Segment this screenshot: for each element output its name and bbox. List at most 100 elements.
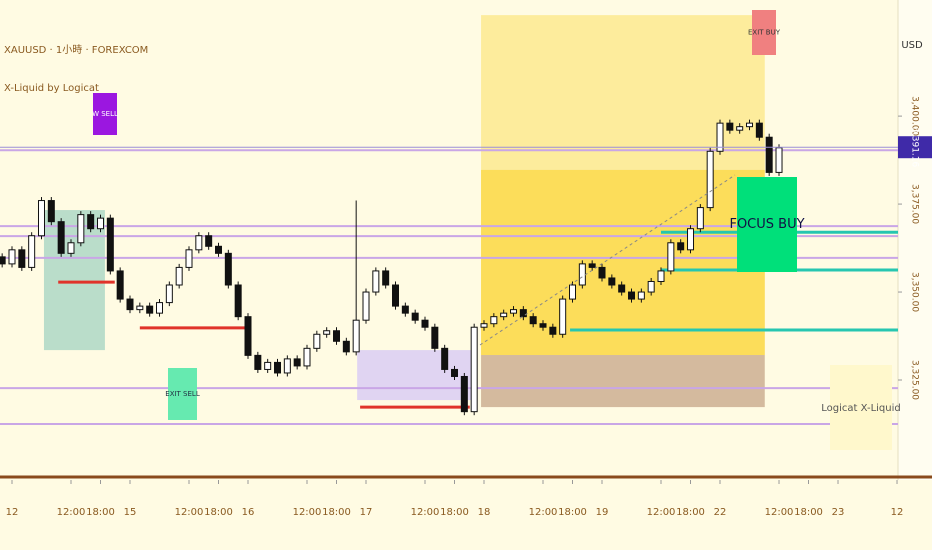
candle-body <box>431 326 439 349</box>
candle-body <box>116 270 124 300</box>
candle-body <box>746 122 754 128</box>
x-tick-label: 17 <box>360 507 373 518</box>
indicator-name: X-Liquid by Logicat <box>4 83 99 94</box>
candle-body <box>578 263 586 286</box>
x-tick-label: 18 <box>478 507 491 518</box>
signal-label: EXIT SELL <box>165 390 200 398</box>
candle-body <box>274 361 282 374</box>
x-tick-label: 18:00 <box>86 507 115 518</box>
candle-body <box>549 326 557 335</box>
x-tick-label: 15 <box>124 507 137 518</box>
candle-body <box>677 242 685 251</box>
candle-body <box>628 291 636 300</box>
price-axis-bg <box>898 0 932 480</box>
candle-body <box>569 284 577 300</box>
x-tick-label: 22 <box>714 507 727 518</box>
candle-body <box>87 214 95 230</box>
candle-body <box>608 277 616 286</box>
candle-body <box>67 242 75 254</box>
x-tick-label: 12:00 <box>57 507 86 518</box>
candle-body <box>254 354 262 370</box>
candle-body <box>293 358 301 367</box>
candle-body <box>106 217 114 272</box>
x-tick-label: 23 <box>832 507 845 518</box>
symbol: XAUUSD · 1小時 · FOREXCOM <box>4 44 148 56</box>
last-price-box <box>898 136 932 159</box>
candle-body <box>598 266 606 279</box>
candle-body <box>667 242 675 272</box>
candle-body <box>765 136 773 173</box>
candle-body <box>175 266 183 286</box>
x-tick-label: 12:00 <box>647 507 676 518</box>
currency: USD <box>901 40 923 51</box>
x-tick-label: 18:00 <box>204 507 233 518</box>
zone <box>481 169 765 356</box>
candle-body <box>726 122 734 131</box>
candle-body <box>57 221 65 254</box>
x-tick-label: 18:00 <box>440 507 469 518</box>
signal-box <box>752 10 776 55</box>
candle-body <box>234 284 242 318</box>
signal-label: FOCUS BUY <box>729 217 804 232</box>
candle-body <box>411 312 419 321</box>
y-tick-label: 3,350.00 <box>910 272 920 312</box>
candle-body <box>441 347 449 370</box>
x-tick-label: 12:00 <box>765 507 794 518</box>
watermark-box <box>830 365 892 450</box>
x-tick-label: 18:00 <box>558 507 587 518</box>
candle-body <box>37 200 45 237</box>
x-tick-label: 12 <box>891 507 904 518</box>
y-tick-label: 3,325.00 <box>910 360 920 400</box>
candle-body <box>706 150 714 209</box>
candle-body <box>559 298 567 335</box>
x-tick-label: 12:00 <box>529 507 558 518</box>
candle-body <box>77 214 85 244</box>
candle-body <box>264 361 272 370</box>
candle-body <box>323 330 331 335</box>
signal-label: EXIT BUY <box>748 29 781 37</box>
candle-body <box>146 305 154 314</box>
candle-body <box>96 217 104 230</box>
candle-body <box>303 347 311 367</box>
signal-box <box>737 177 797 272</box>
candle-body <box>716 122 724 152</box>
x-tick-label: 18:00 <box>794 507 823 518</box>
y-tick-label: 3,400.00 <box>910 96 920 136</box>
candle-body <box>401 305 409 314</box>
candle-body <box>470 326 478 413</box>
candle-body <box>283 358 291 374</box>
candle-body <box>136 305 144 311</box>
candle-body <box>362 291 370 321</box>
candle-body <box>8 249 16 265</box>
candle-body <box>47 200 55 223</box>
candle-body <box>637 291 645 300</box>
zone <box>481 355 765 408</box>
candle-body <box>195 235 203 251</box>
candle-body <box>382 270 390 286</box>
candle-body <box>618 284 626 293</box>
x-tick-label: 19 <box>596 507 609 518</box>
x-tick-label: 18:00 <box>676 507 705 518</box>
candle-body <box>215 245 223 254</box>
candle-body <box>372 270 380 293</box>
x-tick-label: 18:00 <box>322 507 351 518</box>
candle-body <box>451 368 459 377</box>
plot <box>0 15 898 425</box>
candle-body <box>696 207 704 230</box>
candle-body <box>205 235 213 247</box>
candle-body <box>539 323 547 328</box>
y-tick-label: 3,375.00 <box>910 184 920 224</box>
candle-body <box>647 280 655 293</box>
candle-body <box>519 309 527 318</box>
candle-body <box>588 263 596 268</box>
x-tick-label: 12:00 <box>411 507 440 518</box>
candle-body <box>480 323 488 328</box>
candle-body <box>775 147 783 173</box>
candle-body <box>687 228 695 251</box>
candle-body <box>736 126 744 131</box>
candle-body <box>18 249 26 268</box>
candle-body <box>490 316 498 325</box>
